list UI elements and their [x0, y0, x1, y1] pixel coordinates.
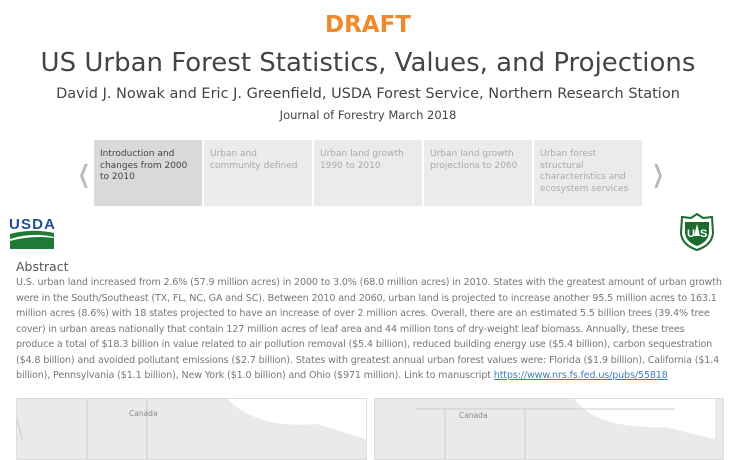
- map-label: Canada: [129, 409, 158, 418]
- svg-text:USDA: USDA: [9, 216, 55, 233]
- authors: David J. Nowak and Eric J. Greenfield, U…: [56, 86, 680, 102]
- journal: Journal of Forestry March 2018: [279, 108, 457, 122]
- next-arrow-icon[interactable]: ❯: [652, 160, 665, 188]
- draft-label: DRAFT: [324, 12, 411, 38]
- abstract-body: U.S. urban land increased from 2.6% (57.…: [16, 277, 722, 381]
- usda-logo: USDA: [8, 214, 56, 250]
- page-title: US Urban Forest Statistics, Values, and …: [40, 48, 696, 78]
- svg-text:U: U: [687, 228, 695, 240]
- map-label: Canada: [459, 411, 488, 420]
- svg-text:S: S: [700, 228, 707, 240]
- tab-urban-land-growth-1990-2010[interactable]: Urban land growth 1990 to 2010: [314, 140, 422, 206]
- tab-introduction[interactable]: Introduction and changes from 2000 to 20…: [94, 140, 202, 206]
- manuscript-link[interactable]: https://www.nrs.fs.fed.us/pubs/55818: [493, 370, 668, 381]
- abstract-text: U.S. urban land increased from 2.6% (57.…: [16, 275, 724, 384]
- tab-urban-forest-structure[interactable]: Urban forest structural characteristics …: [534, 140, 642, 206]
- tab-urban-community-defined[interactable]: Urban and community defined: [204, 140, 312, 206]
- tab-urban-land-projections[interactable]: Urban land growth projections to 2060: [424, 140, 532, 206]
- abstract-heading: Abstract: [16, 259, 69, 274]
- map-left[interactable]: Canada: [16, 398, 367, 460]
- map-right[interactable]: Canada: [374, 398, 724, 460]
- prev-arrow-icon[interactable]: ❮: [78, 160, 91, 188]
